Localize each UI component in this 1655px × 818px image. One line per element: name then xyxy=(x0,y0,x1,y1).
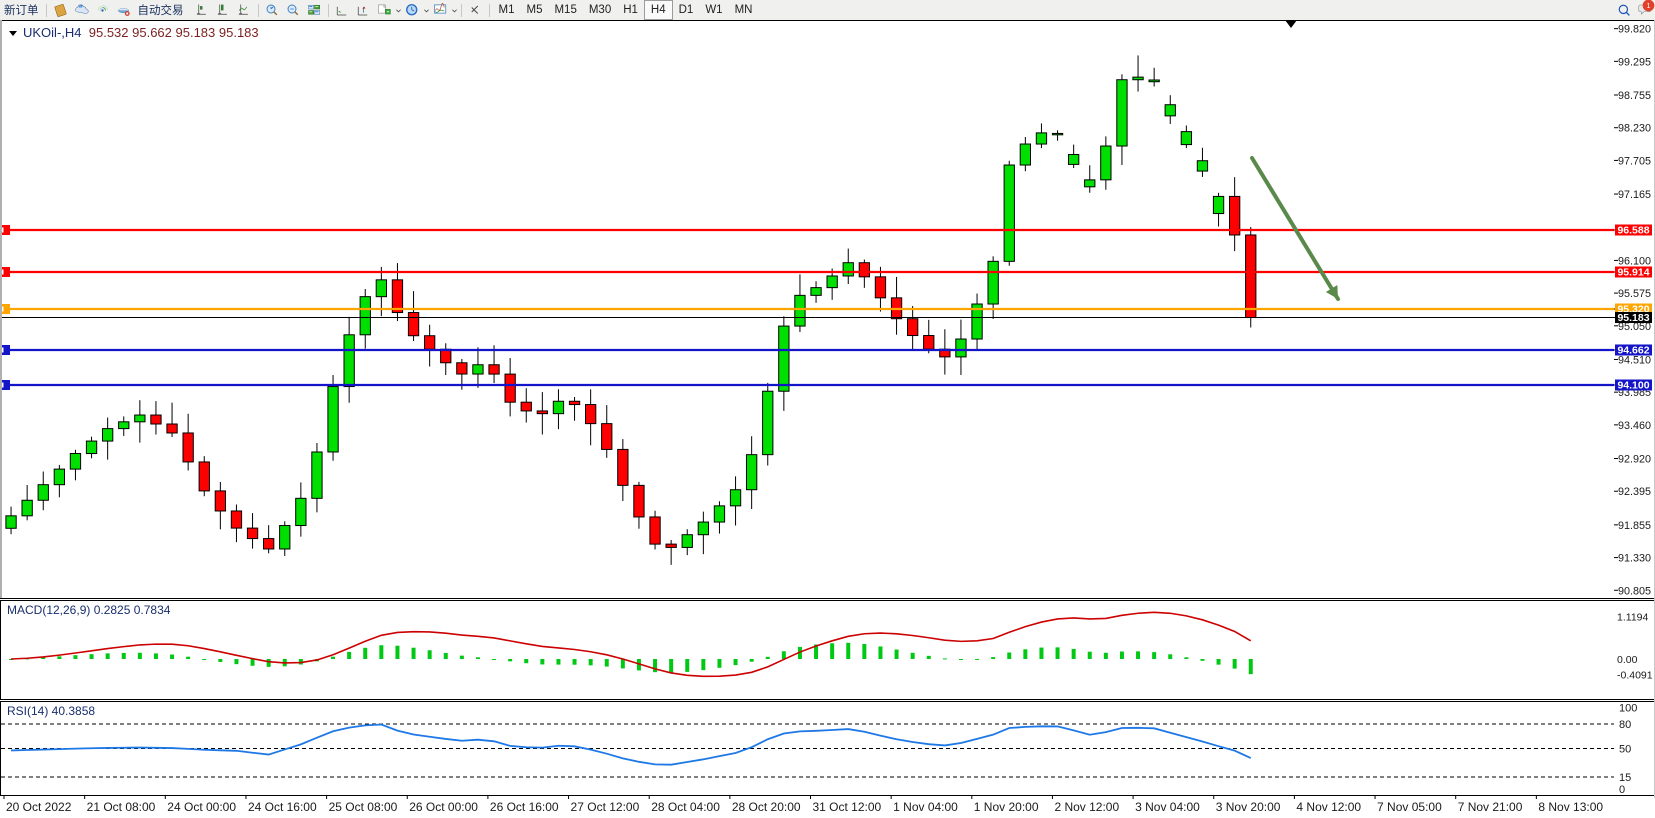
svg-text:1.1194: 1.1194 xyxy=(1617,611,1648,623)
svg-text:28 Oct 04:00: 28 Oct 04:00 xyxy=(651,800,720,814)
svg-text:15: 15 xyxy=(1619,772,1631,784)
svg-text:50: 50 xyxy=(1619,743,1631,755)
svg-text:7 Nov 05:00: 7 Nov 05:00 xyxy=(1377,800,1442,814)
svg-text:24 Oct 00:00: 24 Oct 00:00 xyxy=(167,800,236,814)
svg-text:98.230: 98.230 xyxy=(1618,123,1651,135)
svg-text:94.662: 94.662 xyxy=(1617,345,1649,357)
svg-text:25 Oct 08:00: 25 Oct 08:00 xyxy=(329,800,398,814)
svg-text:4 Nov 12:00: 4 Nov 12:00 xyxy=(1296,800,1361,814)
svg-text:0.00: 0.00 xyxy=(1617,654,1638,666)
svg-text:27 Oct 12:00: 27 Oct 12:00 xyxy=(571,800,640,814)
svg-text:92.395: 92.395 xyxy=(1618,486,1651,498)
svg-text:1: 1 xyxy=(1647,2,1651,10)
svg-text:24 Oct 16:00: 24 Oct 16:00 xyxy=(248,800,317,814)
svg-text:80: 80 xyxy=(1619,719,1631,731)
svg-text:26 Oct 00:00: 26 Oct 00:00 xyxy=(409,800,478,814)
svg-text:1 Nov 20:00: 1 Nov 20:00 xyxy=(974,800,1039,814)
svg-text:28 Oct 20:00: 28 Oct 20:00 xyxy=(732,800,801,814)
svg-text:3 Nov 04:00: 3 Nov 04:00 xyxy=(1135,800,1200,814)
svg-text:RSI(14) 40.3858: RSI(14) 40.3858 xyxy=(7,704,95,718)
svg-text:95.183: 95.183 xyxy=(1617,312,1649,324)
svg-text:96.100: 96.100 xyxy=(1618,255,1651,267)
svg-text:95.575: 95.575 xyxy=(1618,288,1651,300)
svg-text:92.920: 92.920 xyxy=(1618,454,1651,466)
svg-text:100: 100 xyxy=(1619,703,1637,715)
svg-text:91.855: 91.855 xyxy=(1618,520,1651,532)
svg-text:MACD(12,26,9) 0.2825 0.7834: MACD(12,26,9) 0.2825 0.7834 xyxy=(7,603,171,617)
svg-text:94.100: 94.100 xyxy=(1617,380,1649,392)
svg-text:2 Nov 12:00: 2 Nov 12:00 xyxy=(1054,800,1119,814)
svg-text:98.755: 98.755 xyxy=(1618,90,1651,102)
svg-text:0: 0 xyxy=(1619,784,1625,796)
svg-text:20 Oct 2022: 20 Oct 2022 xyxy=(6,800,72,814)
svg-text:95.914: 95.914 xyxy=(1617,267,1649,279)
svg-text:1 Nov 04:00: 1 Nov 04:00 xyxy=(893,800,958,814)
svg-text:31 Oct 12:00: 31 Oct 12:00 xyxy=(813,800,882,814)
svg-text:99.820: 99.820 xyxy=(1618,24,1651,36)
svg-text:-0.4091: -0.4091 xyxy=(1617,670,1653,682)
svg-text:93.460: 93.460 xyxy=(1618,420,1651,432)
svg-text:8 Nov 13:00: 8 Nov 13:00 xyxy=(1538,800,1603,814)
svg-text:91.330: 91.330 xyxy=(1618,553,1651,565)
svg-text:26 Oct 16:00: 26 Oct 16:00 xyxy=(490,800,559,814)
svg-text:99.295: 99.295 xyxy=(1618,56,1651,68)
svg-text:7 Nov 21:00: 7 Nov 21:00 xyxy=(1458,800,1523,814)
svg-text:90.805: 90.805 xyxy=(1618,585,1651,597)
svg-text:97.165: 97.165 xyxy=(1618,189,1651,201)
svg-text:97.705: 97.705 xyxy=(1618,155,1651,167)
svg-text:21 Oct 08:00: 21 Oct 08:00 xyxy=(87,800,156,814)
svg-text:3 Nov 20:00: 3 Nov 20:00 xyxy=(1216,800,1281,814)
svg-text:96.588: 96.588 xyxy=(1617,225,1649,237)
